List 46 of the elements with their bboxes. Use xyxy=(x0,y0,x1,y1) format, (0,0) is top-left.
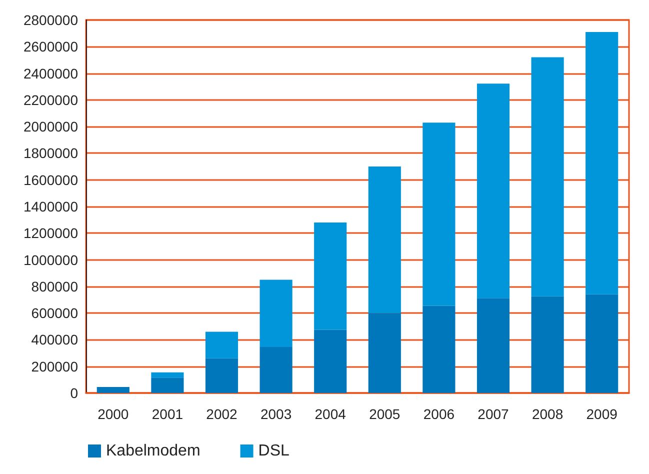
x-tick-label: 2008 xyxy=(532,406,564,422)
legend-label: Kabelmodem xyxy=(106,442,200,460)
y-tick-label: 2800000 xyxy=(23,12,78,28)
y-tick-label: 2400000 xyxy=(23,65,78,82)
bar xyxy=(368,313,401,393)
bar xyxy=(314,330,347,393)
x-tick-label: 2009 xyxy=(586,406,618,422)
bar xyxy=(314,222,347,330)
y-tick-label: 1600000 xyxy=(23,172,78,188)
y-tick-label: 2600000 xyxy=(23,38,78,55)
bar xyxy=(531,57,564,296)
y-tick-label: 2000000 xyxy=(23,118,78,135)
y-tick-label: 800000 xyxy=(31,278,78,294)
y-tick-label: 1400000 xyxy=(23,198,78,214)
y-tick-label: 0 xyxy=(70,385,78,401)
x-tick-label: 2000 xyxy=(98,406,129,422)
legend-label: DSL xyxy=(258,442,290,460)
y-tick-label: 1800000 xyxy=(23,145,78,162)
bar xyxy=(151,378,184,393)
bar xyxy=(260,280,292,348)
x-tick-label: 2007 xyxy=(478,406,510,422)
y-tick-label: 400000 xyxy=(31,332,78,348)
x-tick-label: 2004 xyxy=(314,406,346,422)
bar xyxy=(205,332,238,358)
bar xyxy=(422,306,456,393)
y-tick-label: 600000 xyxy=(31,305,78,322)
bar xyxy=(586,32,618,294)
bar xyxy=(96,387,130,393)
x-tick-label: 2003 xyxy=(260,406,292,422)
bar xyxy=(531,296,564,393)
bar xyxy=(260,347,292,393)
x-tick-label: 2005 xyxy=(369,406,400,422)
bar xyxy=(586,294,618,393)
x-tick-label: 2006 xyxy=(423,406,455,422)
y-tick-label: 1200000 xyxy=(23,225,78,242)
bar xyxy=(368,166,401,314)
bar xyxy=(205,358,238,393)
bar xyxy=(151,372,184,378)
x-tick-label: 2001 xyxy=(152,406,184,422)
bar xyxy=(476,298,510,393)
bar xyxy=(422,122,456,306)
bar xyxy=(476,84,510,298)
x-tick-label: 2002 xyxy=(206,406,238,422)
y-tick-label: 2200000 xyxy=(23,92,78,108)
y-tick-label: 1000000 xyxy=(23,252,78,268)
y-tick-label: 200000 xyxy=(31,358,78,374)
